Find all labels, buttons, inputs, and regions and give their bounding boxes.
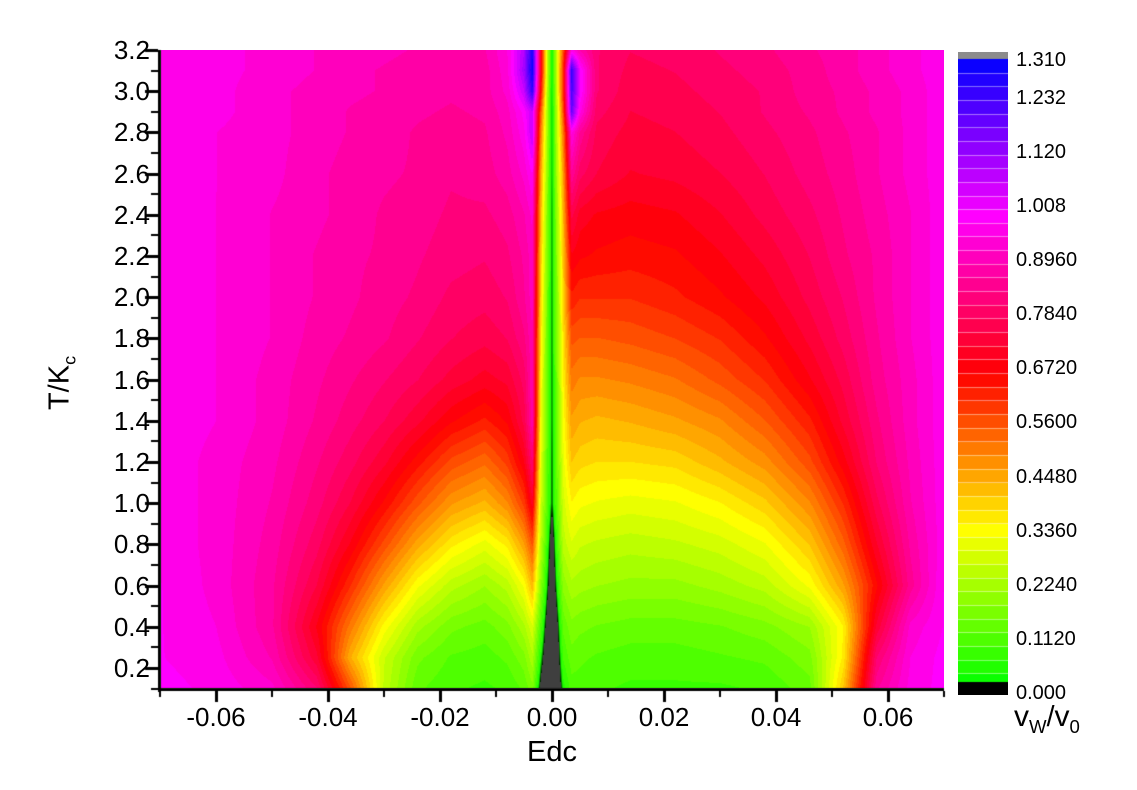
colorbar-tick-label: 0.3360 [1016,519,1078,542]
colorbar-canvas [958,52,1008,695]
x-tick-label: 0.02 [638,702,690,732]
y-tick-label: 2.2 [113,241,150,271]
x-tick-label: -0.04 [298,702,358,732]
y-tick-label: 1.2 [113,447,150,477]
x-tick-label: -0.06 [186,702,246,732]
colorbar-tick-label: 0.6720 [1016,357,1078,380]
colorbar-tick-label: 0.8960 [1016,249,1078,272]
colorbar-title: vW/v0 [1014,700,1080,737]
colorbar-tick-label: 0.4480 [1016,465,1078,488]
x-tick-label: 0.00 [526,702,578,732]
x-tick-label: -0.02 [410,702,470,732]
y-tick-label: 0.6 [113,570,150,601]
colorbar-tick-label: 0.000 [1016,682,1067,704]
y-tick-label: 2.0 [113,282,150,313]
y-tick-label: 0.2 [113,653,150,684]
colorbar-tick-label: 0.5600 [1016,411,1078,434]
y-tick-label: 1.0 [113,488,150,519]
colorbar-tick-label: 1.120 [1016,140,1067,163]
y-tick-label: 1.6 [113,364,150,395]
y-tick-label: 3.0 [113,76,150,107]
x-axis-title: Edc [527,736,577,768]
y-tick-label: 1.4 [113,405,150,436]
x-tick-label: 0.04 [750,702,802,732]
y-tick-label: 1.8 [113,323,150,354]
x-tick-label: 0.06 [862,702,914,732]
colorbar-tick-label: 0.2240 [1016,573,1078,596]
y-axis-title: T/Kc [43,355,80,411]
colorbar-tick-label: 0.7840 [1016,303,1078,326]
y-tick-label: 2.8 [113,117,150,148]
y-tick-label: 0.8 [113,529,150,560]
colorbar-tick-label: 1.232 [1016,86,1067,109]
colorbar-tick-label: 1.310 [1016,49,1067,71]
y-tick-label: 3.2 [113,35,150,65]
colorbar-tick-label: 0.1120 [1016,627,1076,650]
y-tick-label: 0.4 [113,611,150,642]
colorbar-tick-label: 1.008 [1016,194,1067,217]
y-tick-label: 2.4 [113,199,150,230]
y-tick-label: 2.6 [113,158,150,189]
